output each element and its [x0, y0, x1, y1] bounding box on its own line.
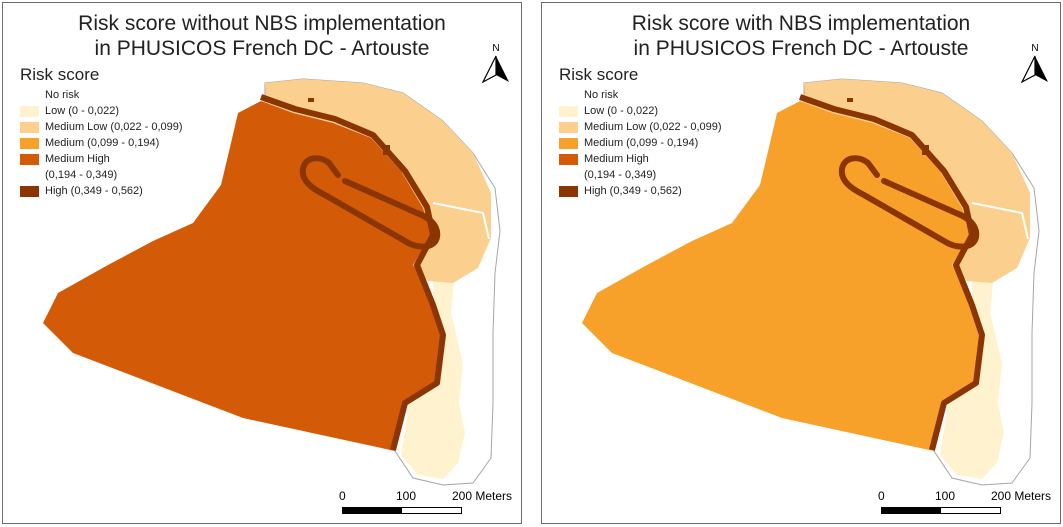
- legend-item-medium: Medium (0,099 - 0,194): [559, 135, 722, 151]
- map-title: Risk score without NBS implementation in…: [3, 11, 521, 61]
- legend-label: Medium High: [584, 153, 649, 165]
- legend-item-low: Low (0 - 0,022): [20, 103, 183, 119]
- legend-item-medium: Medium (0,099 - 0,194): [20, 135, 183, 151]
- legend-swatch: [20, 89, 39, 101]
- legend-swatch: [20, 105, 39, 117]
- legend-swatch: [20, 137, 39, 149]
- scale-label-200: 200 Meters: [452, 489, 513, 503]
- legend: Risk score No risk Low (0 - 0,022) Medium …: [559, 65, 722, 199]
- north-arrow-icon: [481, 55, 509, 84]
- legend-item-medium-low: Medium Low (0,022 - 0,099): [20, 119, 183, 135]
- scale-segment-dark: [343, 508, 402, 513]
- legend-label: Medium (0,099 - 0,194): [584, 137, 699, 149]
- north-label: N: [1031, 43, 1039, 54]
- legend-item-medium-high: Medium High: [20, 151, 183, 167]
- white-line: [971, 202, 1029, 240]
- legend-label: Medium Low (0,022 - 0,099): [45, 121, 183, 133]
- legend-label: Low (0 - 0,022): [584, 105, 658, 117]
- scale-bar: 0 100 200 Meters: [878, 489, 1051, 514]
- legend-item-low: Low (0 - 0,022): [559, 103, 722, 119]
- map-title-line-2: in PHUSICOS French DC - Artouste: [94, 37, 430, 60]
- scale-bar: 0 100 200 Meters: [339, 489, 512, 514]
- legend-item-high: High (0,349 - 0,562): [559, 183, 722, 199]
- map-title-line-1: Risk score with NBS implementation: [631, 12, 971, 35]
- legend-swatch: [20, 185, 39, 197]
- building-marker: [308, 98, 314, 102]
- legend-item-no-risk: No risk: [559, 87, 722, 103]
- scale-label-0: 0: [339, 489, 346, 503]
- legend-label: No risk: [584, 89, 619, 101]
- scale-labels: 0 100 200 Meters: [339, 489, 512, 505]
- legend-swatch: [559, 137, 578, 149]
- scale-labels: 0 100 200 Meters: [878, 489, 1051, 505]
- legend-swatch: [559, 185, 578, 197]
- map-panel-with-nbs: Risk score with NBS implementation in PH…: [541, 2, 1061, 524]
- scale-label-200: 200 Meters: [991, 489, 1052, 503]
- building-marker: [922, 145, 929, 155]
- legend-label: High (0,349 - 0,562): [584, 185, 682, 197]
- scale-label-100: 100: [935, 489, 956, 503]
- legend-title: Risk score: [20, 65, 100, 84]
- legend-label-continuation: (0,194 - 0,349): [45, 169, 118, 181]
- map-title: Risk score with NBS implementation in PH…: [542, 11, 1060, 61]
- low-risk-area: [940, 268, 1004, 479]
- risk-map: [43, 78, 501, 486]
- north-label: N: [492, 43, 500, 54]
- high-risk-loop: [299, 155, 441, 250]
- low-risk-area: [401, 268, 465, 479]
- scale-segment-dark: [882, 508, 941, 513]
- legend-swatch: [559, 121, 578, 133]
- scale-segment-light: [402, 508, 461, 513]
- scale-label-100: 100: [396, 489, 417, 503]
- legend-label: Medium Low (0,022 - 0,099): [584, 121, 722, 133]
- legend-label: Medium High: [45, 153, 110, 165]
- legend-item-no-risk: No risk: [20, 87, 183, 103]
- map-title-line-1: Risk score without NBS implementation: [78, 12, 446, 35]
- legend-item-medium-low: Medium Low (0,022 - 0,099): [559, 119, 722, 135]
- legend-swatch: [20, 153, 39, 165]
- legend-swatch: [20, 121, 39, 133]
- north-arrow: N: [481, 43, 511, 89]
- building-marker: [847, 98, 853, 102]
- legend-items: No risk Low (0 - 0,022) Medium Low (0,022 …: [20, 87, 183, 199]
- white-line: [432, 202, 490, 240]
- north-arrow-icon: [1020, 55, 1048, 84]
- legend-label: Low (0 - 0,022): [45, 105, 119, 117]
- legend-label-continuation: (0,194 - 0,349): [584, 169, 657, 181]
- high-risk-road: [799, 94, 985, 451]
- map-panel-without-nbs: Risk score without NBS implementation in…: [2, 2, 522, 524]
- risk-map: [582, 78, 1040, 486]
- scale-bar-graphic: [881, 507, 1001, 514]
- legend-item-medium-high: Medium High: [559, 151, 722, 167]
- map-title-line-2: in PHUSICOS French DC - Artouste: [633, 37, 969, 60]
- scale-segment-light: [941, 508, 1000, 513]
- scale-bar-graphic: [342, 507, 462, 514]
- scale-label-0: 0: [878, 489, 885, 503]
- legend-swatch: [559, 153, 578, 165]
- legend-swatch: [559, 105, 578, 117]
- legend-title: Risk score: [559, 65, 639, 84]
- main-risk-area: [582, 101, 982, 451]
- high-risk-road: [260, 94, 446, 451]
- building-marker: [383, 145, 390, 155]
- legend-item-high: High (0,349 - 0,562): [20, 183, 183, 199]
- north-arrow: N: [1020, 43, 1050, 89]
- legend-swatch: [559, 89, 578, 101]
- main-risk-area: [43, 101, 443, 451]
- legend-items: No risk Low (0 - 0,022) Medium Low (0,022 …: [559, 87, 722, 199]
- legend-label: Medium (0,099 - 0,194): [45, 137, 160, 149]
- legend-label: High (0,349 - 0,562): [45, 185, 143, 197]
- legend-label: No risk: [45, 89, 80, 101]
- legend: Risk score No risk Low (0 - 0,022) Medium …: [20, 65, 183, 199]
- high-risk-loop: [838, 155, 980, 250]
